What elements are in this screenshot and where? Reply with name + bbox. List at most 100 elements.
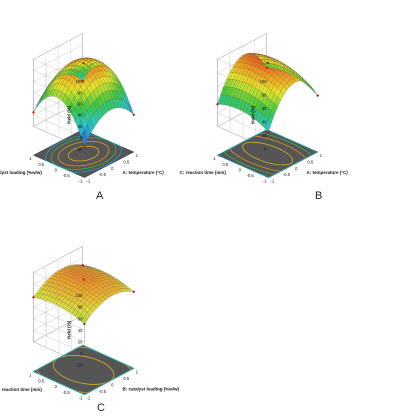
- x-tick-label: -1: [86, 396, 90, 401]
- x-tick-label: 0: [111, 166, 114, 171]
- panel-letter-c: C: [97, 402, 105, 414]
- design-point: [265, 66, 268, 69]
- y-tick-label: 0.5: [38, 378, 44, 383]
- x-tick-label: -1: [86, 179, 90, 184]
- design-point: [82, 62, 85, 65]
- z-tick-label: 20: [78, 339, 83, 344]
- y-tick-label: 0: [55, 167, 58, 172]
- chart-panel-c: -20 0 20 40 60 80 100 Yield (%) -1 -0.5 0 0.5 1 B: ca…: [0, 245, 180, 401]
- z-tick-label: 80: [78, 305, 83, 310]
- z-tick-label: 80: [262, 93, 267, 98]
- z-tick-label: 0: [80, 135, 83, 140]
- contour-line: [218, 129, 318, 178]
- chart-panel-a: -20 0 20 40 60 80 100 Yield (%) -1 -0.5 0 0.5 1 A: te…: [0, 33, 164, 184]
- z-axis: -20 0 20 40 60 80 100 Yield (%): [66, 293, 83, 367]
- contour-line: [67, 145, 100, 162]
- x-tick-label: 0.5: [123, 159, 129, 164]
- y-tick-label: 1: [29, 373, 32, 378]
- z-tick-label: -20: [76, 362, 83, 367]
- z-tick-label: 20: [78, 124, 83, 129]
- panel-letter-a: A: [96, 190, 104, 202]
- z-axis-label: Yield (%): [250, 105, 255, 124]
- contour-line: [45, 134, 123, 173]
- z-tick-label: 100: [259, 79, 267, 84]
- design-point: [266, 61, 269, 65]
- y-tick-label: 1: [213, 156, 216, 161]
- z-tick-label: 40: [78, 113, 83, 118]
- response-surface: [33, 264, 135, 325]
- x-tick-label: 1: [136, 369, 139, 374]
- y-axis-label: C: reaction time (min): [180, 170, 227, 175]
- design-point: [132, 113, 135, 116]
- contour-floor: [216, 129, 319, 178]
- y-tick-label: 0.5: [222, 162, 228, 167]
- x-axis: -1 -0.5 0 0.5 1 A: temperature (°C): [270, 153, 348, 184]
- design-point: [316, 94, 319, 97]
- contour-line: [52, 354, 115, 385]
- z-tick-label: 100: [75, 293, 83, 298]
- z-tick-label: 40: [78, 328, 83, 333]
- design-points: [32, 264, 135, 326]
- z-tick-label: 40: [262, 119, 267, 124]
- y-tick-label: -0.5: [246, 173, 254, 178]
- design-points: [32, 62, 135, 148]
- z-tick-label: 60: [262, 106, 267, 111]
- panel-letter-b: B: [315, 190, 323, 202]
- z-tick-label: -20: [76, 146, 83, 151]
- y-tick-label: 0.5: [38, 162, 44, 167]
- y-axis: -1 -0.5 0 0.5 1 C: reaction time (min): [180, 156, 268, 183]
- y-axis-label: C: reaction time (min): [0, 387, 42, 392]
- design-point: [132, 290, 135, 293]
- x-tick-label: -0.5: [283, 172, 291, 177]
- contour-line: [32, 344, 135, 396]
- design-point: [32, 111, 35, 114]
- x-axis: -1 -0.5 0 0.5 1 B: catalyst loading (%w/w): [86, 369, 179, 400]
- x-axis-label: A: temperature (°C): [122, 170, 164, 175]
- z-tick-label: 0: [264, 146, 267, 151]
- design-points: [216, 61, 319, 134]
- x-tick-label: -0.5: [99, 389, 107, 394]
- y-axis: -1 -0.5 0 0.5 1 C: reaction time (min): [0, 373, 83, 401]
- z-axis: -20 0 20 40 60 80 100 Yield (%): [66, 79, 83, 151]
- z-axis-label: Yield (%): [66, 105, 71, 124]
- y-tick-label: 0: [239, 167, 242, 172]
- y-tick-label: 1: [29, 156, 32, 161]
- z-tick-label: 20: [262, 133, 267, 138]
- design-point: [32, 296, 35, 299]
- x-tick-label: 0: [111, 382, 114, 387]
- floor-contours: [32, 344, 135, 396]
- x-tick-label: 0.5: [307, 159, 313, 164]
- z-tick-label: 60: [78, 316, 83, 321]
- z-axis: 0 20 40 60 80 100 Yield (%): [250, 79, 267, 151]
- x-tick-label: 0: [295, 166, 298, 171]
- x-tick-label: 1: [320, 153, 323, 158]
- contour-floor: [32, 344, 135, 395]
- y-tick-label: -0.5: [62, 173, 70, 178]
- y-tick-label: -1: [79, 396, 83, 401]
- design-point: [83, 144, 86, 148]
- x-tick-label: 1: [136, 153, 139, 158]
- y-axis-label: catalyst loading (%w/w): [0, 170, 42, 175]
- z-tick-label: 60: [78, 102, 83, 107]
- design-point: [267, 130, 270, 134]
- floor-contours: [218, 129, 318, 178]
- surface-cell: [127, 102, 135, 116]
- contour-line: [242, 141, 294, 166]
- x-axis-label: B: catalyst loading (%w/w): [122, 386, 179, 391]
- contour-line: [57, 140, 110, 167]
- y-tick-label: -1: [263, 179, 267, 184]
- y-tick-label: 0: [55, 384, 58, 389]
- design-point: [81, 80, 84, 83]
- z-tick-label: 80: [78, 90, 83, 95]
- x-tick-label: 0.5: [123, 376, 129, 381]
- floor-contours: [45, 134, 123, 173]
- x-tick-label: -0.5: [99, 172, 107, 177]
- z-tick-label: 100: [75, 79, 83, 84]
- chart-panel-b: 0 20 40 60 80 100 Yield (%) -1 -0.5 0 0.5 1 A: tempe…: [180, 33, 348, 184]
- z-axis-label: Yield (%): [66, 320, 71, 339]
- surface-cell: [308, 84, 315, 93]
- surface-cell: [304, 81, 312, 90]
- design-point: [81, 264, 84, 267]
- x-tick-label: -1: [270, 179, 274, 184]
